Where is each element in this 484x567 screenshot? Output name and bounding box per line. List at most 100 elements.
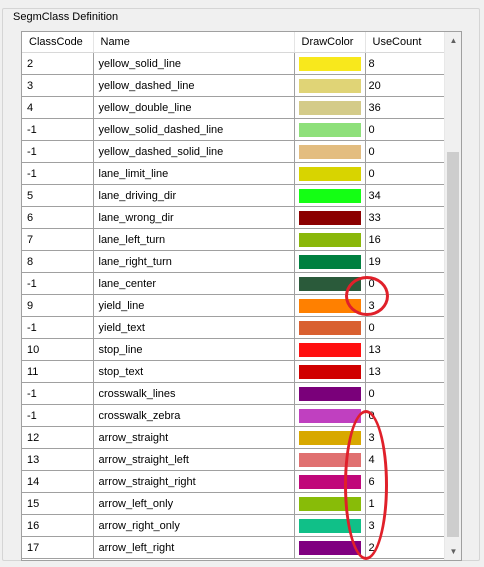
drawcolor-cell[interactable]: [294, 294, 366, 317]
usecount-cell[interactable]: 4: [365, 448, 444, 471]
name-cell[interactable]: lane_wrong_dir: [93, 206, 295, 229]
name-cell[interactable]: arrow_left_only: [93, 492, 295, 515]
table-row[interactable]: 3 yellow_dashed_line 20: [22, 74, 444, 97]
usecount-cell[interactable]: 19: [365, 250, 444, 273]
classcode-cell[interactable]: 4: [22, 96, 94, 119]
table-row[interactable]: 10 stop_line 13: [22, 338, 444, 361]
header-name[interactable]: Name: [93, 32, 295, 53]
usecount-cell[interactable]: 16: [365, 228, 444, 251]
classcode-cell[interactable]: 6: [22, 206, 94, 229]
usecount-cell[interactable]: 13: [365, 338, 444, 361]
usecount-cell[interactable]: 34: [365, 184, 444, 207]
usecount-cell[interactable]: 1: [365, 492, 444, 515]
usecount-cell[interactable]: 0: [365, 316, 444, 339]
classcode-cell[interactable]: 10: [22, 338, 94, 361]
drawcolor-cell[interactable]: [294, 228, 366, 251]
name-cell[interactable]: lane_left_turn: [93, 228, 295, 251]
classcode-cell[interactable]: 9: [22, 294, 94, 317]
classcode-cell[interactable]: 8: [22, 250, 94, 273]
name-cell[interactable]: yellow_dashed_line: [93, 74, 295, 97]
classcode-cell[interactable]: 7: [22, 228, 94, 251]
drawcolor-cell[interactable]: [294, 52, 366, 75]
name-cell[interactable]: arrow_right_only: [93, 514, 295, 537]
table-row[interactable]: 15 arrow_left_only 1: [22, 492, 444, 515]
drawcolor-cell[interactable]: [294, 96, 366, 119]
usecount-cell[interactable]: 36: [365, 96, 444, 119]
classcode-cell[interactable]: -1: [22, 382, 94, 405]
classcode-cell[interactable]: 2: [22, 52, 94, 75]
table-row[interactable]: 12 arrow_straight 3: [22, 426, 444, 449]
drawcolor-cell[interactable]: [294, 118, 366, 141]
name-cell[interactable]: yellow_solid_line: [93, 52, 295, 75]
drawcolor-cell[interactable]: [294, 272, 366, 295]
classcode-cell[interactable]: 16: [22, 514, 94, 537]
classcode-cell[interactable]: 11: [22, 360, 94, 383]
scroll-up-icon[interactable]: ▲: [449, 36, 458, 45]
table-row[interactable]: 4 yellow_double_line 36: [22, 96, 444, 119]
segmclass-grid[interactable]: ClassCode Name DrawColor UseCount 2 yello…: [21, 31, 462, 561]
table-row[interactable]: 6 lane_wrong_dir 33: [22, 206, 444, 229]
classcode-cell[interactable]: -1: [22, 118, 94, 141]
table-row[interactable]: -1 yellow_dashed_solid_line 0: [22, 140, 444, 163]
classcode-cell[interactable]: 3: [22, 74, 94, 97]
table-row[interactable]: 5 lane_driving_dir 34: [22, 184, 444, 207]
classcode-cell[interactable]: -1: [22, 162, 94, 185]
drawcolor-cell[interactable]: [294, 74, 366, 97]
drawcolor-cell[interactable]: [294, 426, 366, 449]
usecount-cell[interactable]: 0: [365, 404, 444, 427]
drawcolor-cell[interactable]: [294, 382, 366, 405]
table-row[interactable]: 17 arrow_left_right 2: [22, 536, 444, 559]
table-row[interactable]: 8 lane_right_turn 19: [22, 250, 444, 273]
classcode-cell[interactable]: 13: [22, 448, 94, 471]
drawcolor-cell[interactable]: [294, 492, 366, 515]
table-row[interactable]: -1 yellow_solid_dashed_line 0: [22, 118, 444, 141]
drawcolor-cell[interactable]: [294, 448, 366, 471]
name-cell[interactable]: stop_text: [93, 360, 295, 383]
usecount-cell[interactable]: 0: [365, 162, 444, 185]
name-cell[interactable]: arrow_straight: [93, 426, 295, 449]
table-row[interactable]: -1 crosswalk_zebra 0: [22, 404, 444, 427]
usecount-cell[interactable]: 3: [365, 294, 444, 317]
drawcolor-cell[interactable]: [294, 140, 366, 163]
usecount-cell[interactable]: 8: [365, 52, 444, 75]
drawcolor-cell[interactable]: [294, 470, 366, 493]
scroll-thumb[interactable]: [447, 152, 459, 537]
usecount-cell[interactable]: 0: [365, 140, 444, 163]
drawcolor-cell[interactable]: [294, 250, 366, 273]
usecount-cell[interactable]: 3: [365, 426, 444, 449]
name-cell[interactable]: arrow_straight_left: [93, 448, 295, 471]
header-usecount[interactable]: UseCount: [365, 32, 444, 53]
name-cell[interactable]: lane_driving_dir: [93, 184, 295, 207]
usecount-cell[interactable]: 0: [365, 118, 444, 141]
table-row[interactable]: 9 yield_line 3: [22, 294, 444, 317]
drawcolor-cell[interactable]: [294, 184, 366, 207]
name-cell[interactable]: crosswalk_zebra: [93, 404, 295, 427]
usecount-cell[interactable]: 6: [365, 470, 444, 493]
name-cell[interactable]: stop_line: [93, 338, 295, 361]
table-row[interactable]: 16 arrow_right_only 3: [22, 514, 444, 537]
table-row[interactable]: -1 lane_center 0: [22, 272, 444, 295]
classcode-cell[interactable]: 5: [22, 184, 94, 207]
name-cell[interactable]: yellow_solid_dashed_line: [93, 118, 295, 141]
name-cell[interactable]: arrow_left_right: [93, 536, 295, 559]
usecount-cell[interactable]: 13: [365, 360, 444, 383]
usecount-cell[interactable]: 33: [365, 206, 444, 229]
usecount-cell[interactable]: 0: [365, 382, 444, 405]
name-cell[interactable]: yield_line: [93, 294, 295, 317]
drawcolor-cell[interactable]: [294, 536, 366, 559]
header-classcode[interactable]: ClassCode: [22, 32, 94, 53]
header-drawcolor[interactable]: DrawColor: [294, 32, 366, 53]
table-row[interactable]: -1 crosswalk_lines 0: [22, 382, 444, 405]
scroll-down-icon[interactable]: ▼: [449, 547, 458, 556]
table-row[interactable]: 2 yellow_solid_line 8: [22, 52, 444, 75]
classcode-cell[interactable]: 17: [22, 536, 94, 559]
drawcolor-cell[interactable]: [294, 316, 366, 339]
name-cell[interactable]: arrow_straight_right: [93, 470, 295, 493]
name-cell[interactable]: yield_text: [93, 316, 295, 339]
vertical-scrollbar[interactable]: ▲ ▼: [444, 32, 461, 560]
usecount-cell[interactable]: 2: [365, 536, 444, 559]
table-row[interactable]: 7 lane_left_turn 16: [22, 228, 444, 251]
drawcolor-cell[interactable]: [294, 404, 366, 427]
name-cell[interactable]: crosswalk_lines: [93, 382, 295, 405]
name-cell[interactable]: yellow_double_line: [93, 96, 295, 119]
